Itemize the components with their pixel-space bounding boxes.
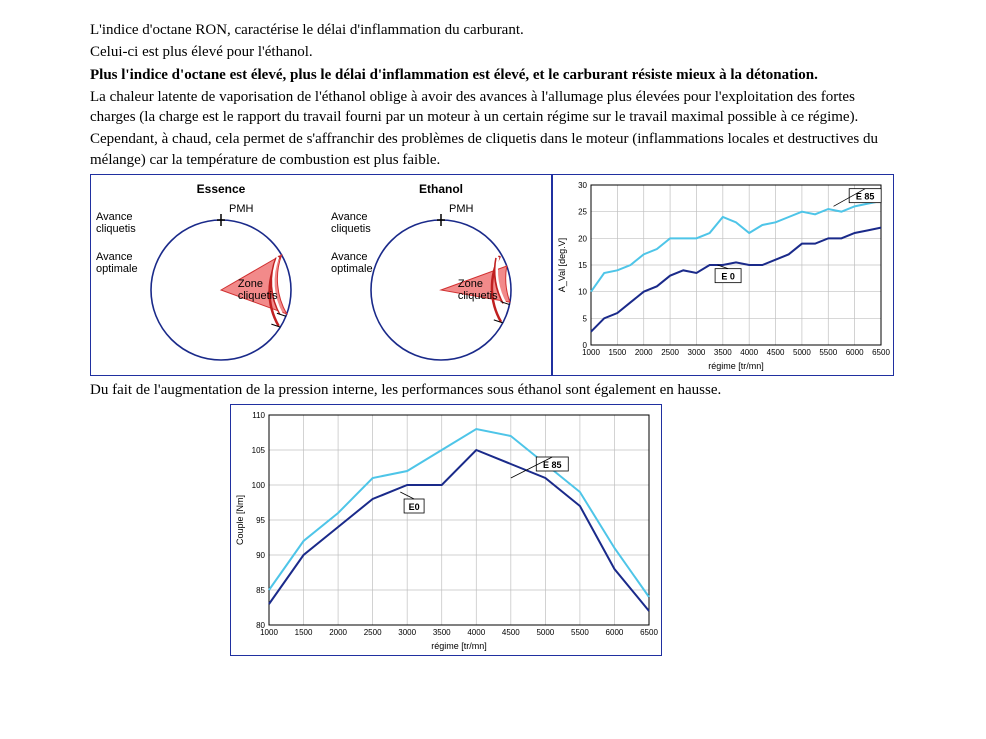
svg-text:110: 110 bbox=[252, 411, 265, 420]
para-1: L'indice d'octane RON, caractérise le dé… bbox=[90, 20, 896, 40]
para-5: Cependant, à chaud, cela permet de s'aff… bbox=[90, 129, 896, 170]
figure-row-1: Essence Ethanol PMH Avancecliquetis Avanceop… bbox=[90, 174, 896, 376]
svg-text:5: 5 bbox=[583, 314, 588, 323]
svg-text:6000: 6000 bbox=[846, 348, 864, 357]
svg-text:Avanceoptimale: Avanceoptimale bbox=[331, 251, 373, 275]
svg-text:PMH: PMH bbox=[449, 203, 474, 215]
svg-text:80: 80 bbox=[256, 621, 265, 630]
svg-text:25: 25 bbox=[578, 207, 587, 216]
body-text-2: Du fait de l'augmentation de la pression… bbox=[90, 380, 896, 400]
para-4: La chaleur latente de vaporisation de l'… bbox=[90, 87, 896, 128]
svg-text:Essence: Essence bbox=[197, 182, 246, 196]
svg-text:20: 20 bbox=[578, 234, 587, 243]
svg-text:1500: 1500 bbox=[295, 628, 313, 637]
svg-text:E0: E0 bbox=[409, 502, 420, 512]
advance-chart-svg: 1000150020002500300035004000450050005500… bbox=[553, 175, 891, 373]
svg-text:15: 15 bbox=[578, 261, 587, 270]
svg-text:3000: 3000 bbox=[398, 628, 416, 637]
svg-text:6500: 6500 bbox=[872, 348, 890, 357]
body-text: L'indice d'octane RON, caractérise le dé… bbox=[90, 20, 896, 170]
svg-text:4500: 4500 bbox=[767, 348, 785, 357]
svg-text:95: 95 bbox=[256, 516, 265, 525]
svg-text:2000: 2000 bbox=[635, 348, 653, 357]
svg-text:PMH: PMH bbox=[229, 203, 254, 215]
svg-text:90: 90 bbox=[256, 551, 265, 560]
svg-text:1500: 1500 bbox=[608, 348, 626, 357]
figure-row-2: 1000150020002500300035004000450050005500… bbox=[90, 404, 896, 656]
svg-text:6000: 6000 bbox=[606, 628, 624, 637]
svg-text:régime [tr/mn]: régime [tr/mn] bbox=[431, 641, 487, 651]
advance-chart-panel: 1000150020002500300035004000450050005500… bbox=[552, 174, 894, 376]
svg-text:5000: 5000 bbox=[793, 348, 811, 357]
svg-text:E 85: E 85 bbox=[856, 191, 875, 201]
svg-text:4000: 4000 bbox=[467, 628, 485, 637]
para-2: Celui-ci est plus élevé pour l'éthanol. bbox=[90, 42, 896, 62]
svg-text:4000: 4000 bbox=[740, 348, 758, 357]
svg-text:105: 105 bbox=[252, 446, 266, 455]
svg-text:2500: 2500 bbox=[364, 628, 382, 637]
svg-text:100: 100 bbox=[252, 481, 266, 490]
svg-text:6500: 6500 bbox=[640, 628, 658, 637]
para-3: Plus l'indice d'octane est élevé, plus l… bbox=[90, 65, 896, 85]
svg-text:E 85: E 85 bbox=[543, 460, 562, 470]
svg-text:2000: 2000 bbox=[329, 628, 347, 637]
svg-text:5000: 5000 bbox=[536, 628, 554, 637]
svg-text:2500: 2500 bbox=[661, 348, 679, 357]
svg-text:5500: 5500 bbox=[571, 628, 589, 637]
svg-text:3500: 3500 bbox=[433, 628, 451, 637]
svg-text:3000: 3000 bbox=[688, 348, 706, 357]
circles-panel: Essence Ethanol PMH Avancecliquetis Avanceop… bbox=[90, 174, 552, 376]
svg-text:4500: 4500 bbox=[502, 628, 520, 637]
svg-text:Avanceoptimale: Avanceoptimale bbox=[96, 251, 138, 275]
svg-text:10: 10 bbox=[578, 287, 587, 296]
svg-text:3500: 3500 bbox=[714, 348, 732, 357]
svg-text:E 0: E 0 bbox=[721, 271, 735, 281]
para-6: Du fait de l'augmentation de la pression… bbox=[90, 380, 896, 400]
svg-text:A_Val [deg.V]: A_Val [deg.V] bbox=[557, 238, 567, 292]
svg-text:régime [tr/mn]: régime [tr/mn] bbox=[708, 361, 764, 371]
circles-svg: Essence Ethanol PMH Avancecliquetis Avanceop… bbox=[91, 175, 549, 373]
svg-text:Avancecliquetis: Avancecliquetis bbox=[331, 211, 371, 235]
svg-text:Avancecliquetis: Avancecliquetis bbox=[96, 211, 136, 235]
svg-text:Ethanol: Ethanol bbox=[419, 182, 463, 196]
svg-text:85: 85 bbox=[256, 586, 265, 595]
svg-text:5500: 5500 bbox=[819, 348, 837, 357]
torque-chart-panel: 1000150020002500300035004000450050005500… bbox=[230, 404, 662, 656]
torque-chart-svg: 1000150020002500300035004000450050005500… bbox=[231, 405, 659, 653]
svg-text:Couple [Nm]: Couple [Nm] bbox=[235, 495, 245, 545]
svg-text:30: 30 bbox=[578, 181, 587, 190]
svg-text:0: 0 bbox=[583, 341, 588, 350]
